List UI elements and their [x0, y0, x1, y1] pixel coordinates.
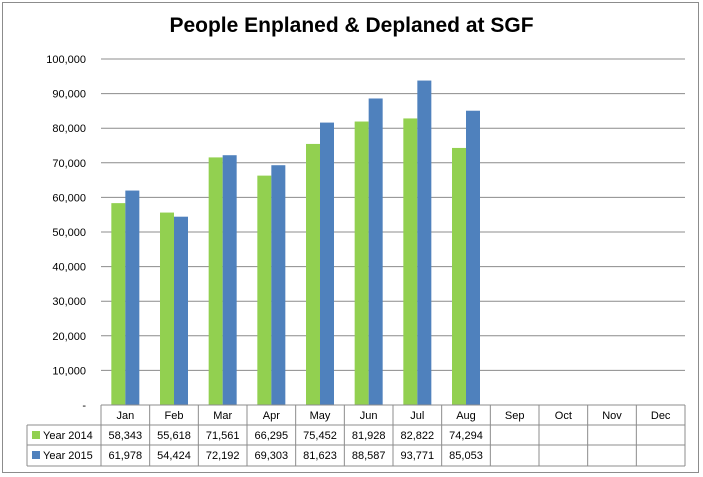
legend-label: Year 2014	[43, 430, 93, 442]
data-label: 71,561	[206, 430, 240, 442]
data-label: 81,623	[303, 450, 337, 462]
chart-title: People Enplaned & Deplaned at SGF	[169, 14, 534, 37]
y-tick-label: 90,000	[52, 89, 86, 101]
x-tick-label: Aug	[456, 410, 476, 422]
data-label: 66,295	[255, 430, 289, 442]
data-label: 88,587	[352, 450, 386, 462]
data-label: 61,978	[109, 450, 143, 462]
bar	[222, 155, 237, 405]
x-tick-label: Jun	[360, 410, 378, 422]
legend-swatch	[32, 451, 40, 459]
x-tick-label: Dec	[651, 410, 671, 422]
bar	[403, 118, 418, 405]
y-tick-label: 70,000	[52, 158, 86, 170]
y-tick-label: 80,000	[52, 123, 86, 135]
x-tick-label: Jan	[116, 410, 134, 422]
x-tick-label: Apr	[263, 410, 280, 422]
y-tick-label: 100,000	[46, 54, 86, 66]
data-label: 82,822	[401, 430, 435, 442]
bar	[111, 203, 126, 405]
data-label: 72,192	[206, 450, 240, 462]
data-label: 93,771	[401, 450, 435, 462]
data-label: 54,424	[157, 450, 191, 462]
y-tick-label: -	[82, 400, 86, 412]
data-label: 75,452	[303, 430, 337, 442]
data-label: 55,618	[157, 430, 191, 442]
legend-label: Year 2015	[43, 450, 93, 462]
bar	[125, 190, 140, 405]
y-tick-label: 30,000	[52, 296, 86, 308]
bar	[257, 175, 272, 405]
bar	[320, 122, 334, 406]
y-tick-label: 50,000	[52, 227, 86, 239]
y-tick-label: 60,000	[52, 192, 86, 204]
legend-swatch	[32, 431, 40, 439]
y-tick-label: 10,000	[52, 365, 86, 377]
data-label: 58,343	[109, 430, 143, 442]
bar	[452, 147, 466, 406]
data-label: 81,928	[352, 430, 386, 442]
bar	[174, 216, 188, 405]
bar	[417, 80, 432, 405]
bar	[466, 110, 480, 406]
data-label: 85,053	[449, 450, 483, 462]
data-label: 74,294	[449, 430, 483, 442]
bar	[208, 157, 223, 405]
data-label: 69,303	[255, 450, 289, 462]
y-tick-label: 20,000	[52, 331, 86, 343]
bar	[368, 98, 383, 405]
x-tick-label: May	[310, 410, 331, 422]
bar	[271, 165, 286, 405]
x-tick-label: Mar	[213, 410, 232, 422]
bar	[160, 212, 174, 405]
x-tick-label: Feb	[165, 410, 184, 422]
x-tick-label: Oct	[555, 410, 572, 422]
x-tick-label: Nov	[602, 410, 622, 422]
x-tick-label: Sep	[505, 410, 525, 422]
bar	[306, 143, 320, 405]
x-tick-label: Jul	[410, 410, 424, 422]
y-tick-label: 40,000	[52, 262, 86, 274]
bar	[354, 121, 369, 406]
